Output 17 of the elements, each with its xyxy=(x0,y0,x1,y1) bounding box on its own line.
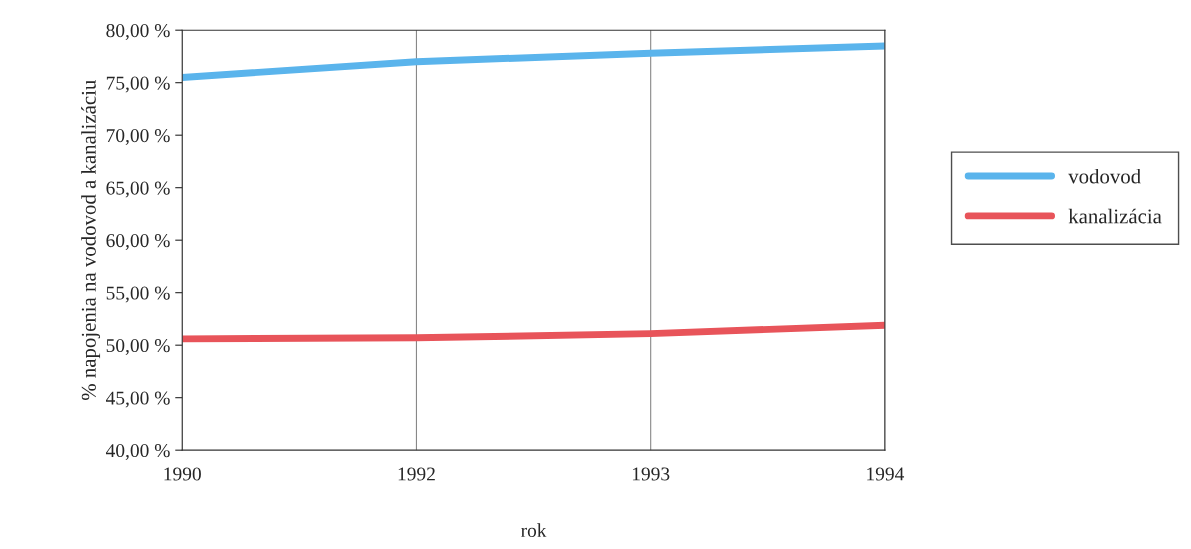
legend-label: kanalizácia xyxy=(1068,208,1162,224)
x-tick-label: 1990 xyxy=(164,467,201,481)
x-axis-title: rok xyxy=(521,523,547,538)
x-tick-label: 1992 xyxy=(398,467,435,481)
y-tick-label: 60,00 % xyxy=(106,234,170,250)
y-tick-label: 80,00 % xyxy=(106,24,170,40)
y-tick-label: 65,00 % xyxy=(106,181,170,198)
y-tick-label: 55,00 % xyxy=(106,286,170,303)
y-tick-label: 75,00 % xyxy=(106,76,170,93)
y-tick-label: 70,00 % xyxy=(106,129,170,145)
x-tick-label: 1994 xyxy=(867,467,905,481)
legend-label: vodovod xyxy=(1068,168,1141,184)
y-tick-label: 40,00 % xyxy=(105,444,170,460)
x-tick-label: 1993 xyxy=(632,467,670,481)
y-axis-title: % napojenia na vodovod a kanalizáciu xyxy=(81,80,101,401)
y-tick-label: 45,00 % xyxy=(105,391,170,408)
y-tick-label: 50,00 % xyxy=(106,339,170,355)
